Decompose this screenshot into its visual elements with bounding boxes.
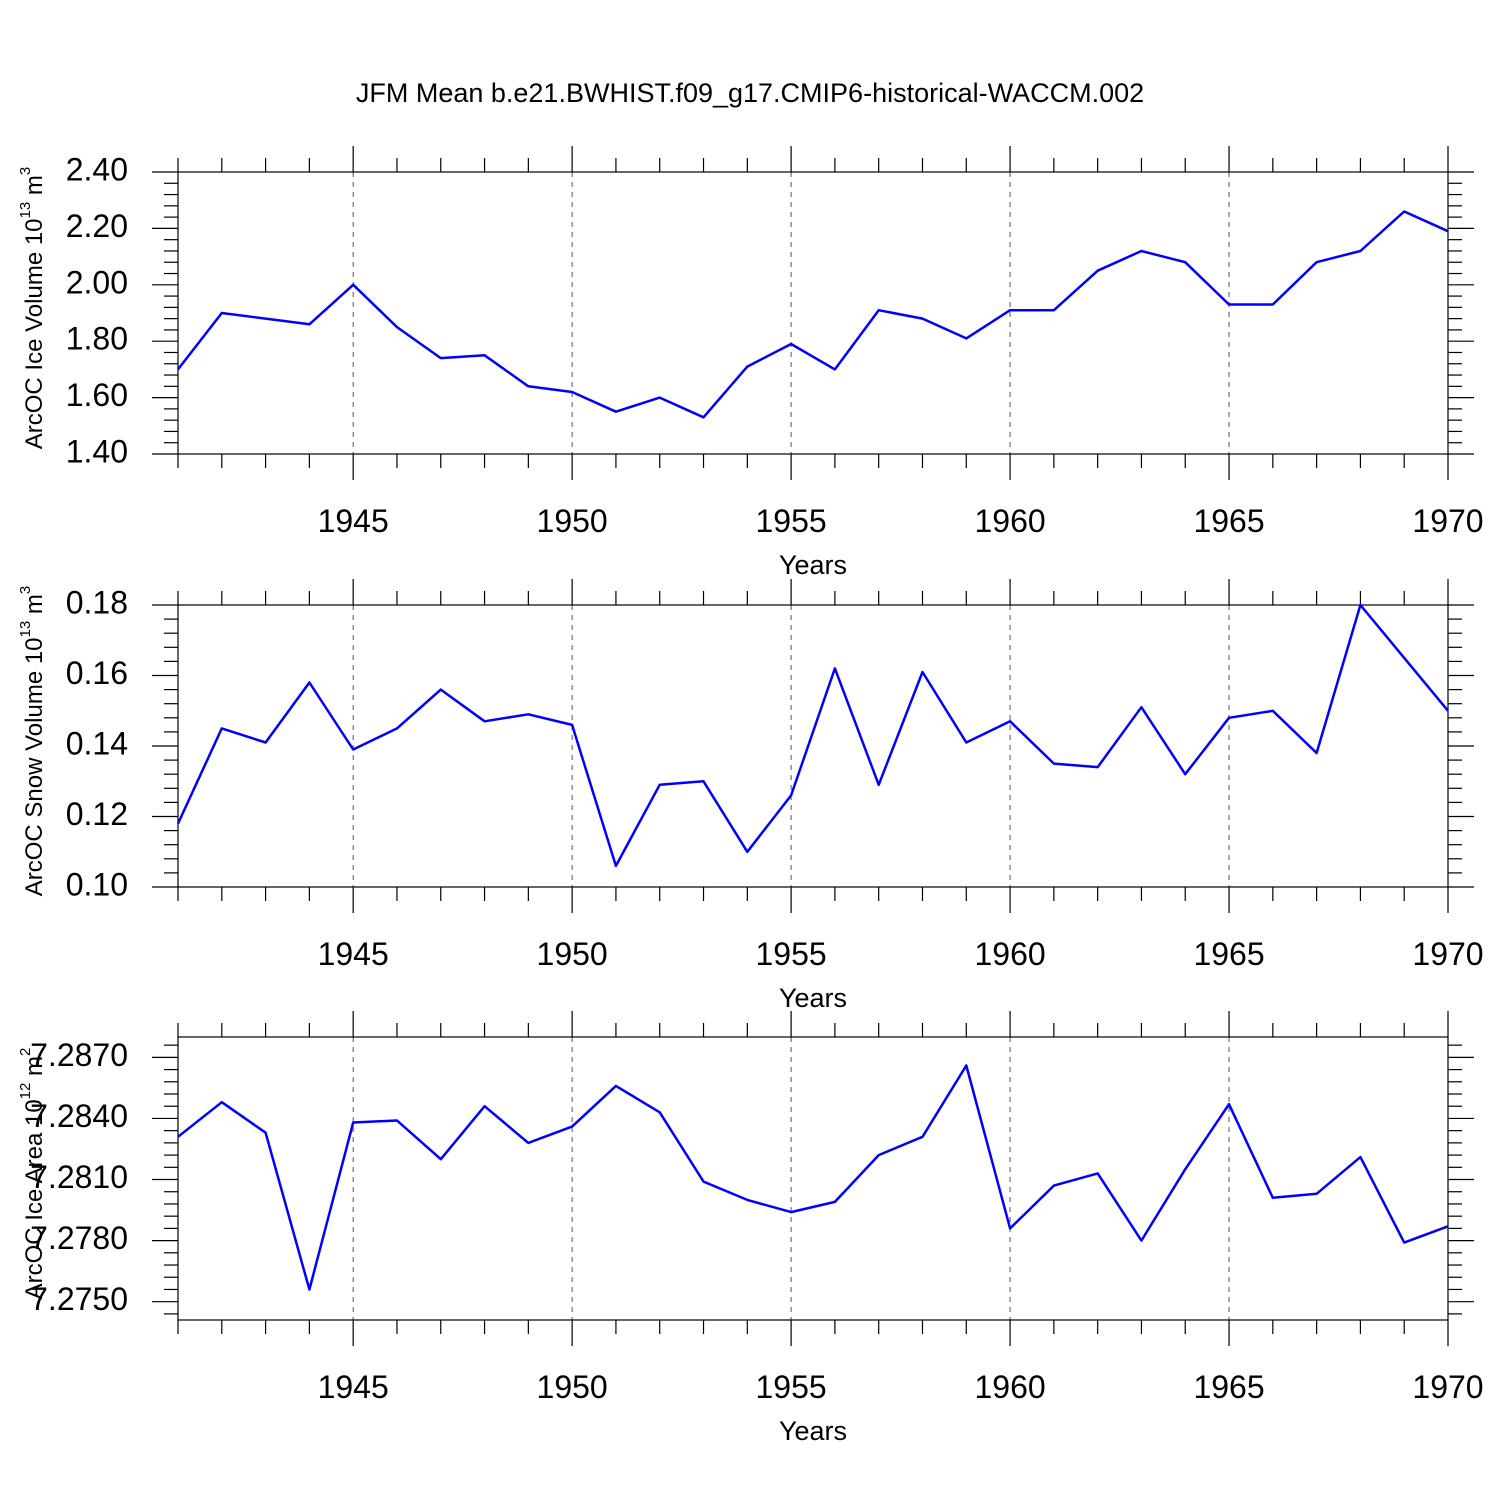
y-tick-label: 0.18	[66, 584, 128, 620]
y-tick-label: 7.2840	[30, 1098, 128, 1134]
x-tick-label: 1945	[318, 503, 389, 539]
y-tick-label: 7.2810	[30, 1159, 128, 1195]
x-tick-label: 1970	[1412, 936, 1483, 972]
chart-panel-1: 1.40 1.60 1.80 2.00 2.20 2.40 1945 1950 1955 1960…	[17, 146, 1484, 580]
plot-frame	[177, 171, 1449, 455]
plot-frame	[177, 604, 1449, 888]
x-tick-label: 1960	[974, 1369, 1045, 1405]
x-tick-label: 1970	[1412, 1369, 1483, 1405]
x-tick-label: 1960	[974, 936, 1045, 972]
x-axis-label: Years	[779, 550, 847, 580]
x-tick-label: 1955	[756, 936, 827, 972]
series-line	[176, 603, 1449, 868]
y-axis-label: ArcOC Ice Volume 1013 m3	[17, 167, 48, 449]
y-tick-label: 2.00	[66, 264, 128, 300]
y-axis-label: ArcOC Ice Area 1012 m2	[17, 1048, 48, 1300]
x-tick-label: 1950	[537, 503, 608, 539]
x-tick-label: 1955	[756, 1369, 827, 1405]
y-tick-label: 0.16	[66, 655, 128, 691]
y-tick-label: 0.12	[66, 796, 128, 832]
chart-panel-3: 7.2750 7.2780 7.2810 7.2840 7.2870 1945 1950 19…	[17, 1011, 1484, 1446]
y-tick-label: 7.2870	[30, 1037, 128, 1073]
y-tick-label: 0.14	[66, 725, 128, 761]
y-tick-label: 0.10	[66, 866, 128, 902]
figure-title: JFM Mean b.e21.BWHIST.f09_g17.CMIP6-hist…	[355, 78, 1145, 108]
y-tick-label: 7.2750	[30, 1281, 128, 1317]
x-tick-label: 1955	[756, 503, 827, 539]
series-line	[177, 210, 1449, 419]
x-tick-label: 1950	[537, 936, 608, 972]
x-tick-label: 1965	[1193, 936, 1264, 972]
x-axis-label: Years	[779, 983, 847, 1013]
x-tick-label: 1970	[1412, 503, 1483, 539]
series-line	[177, 1064, 1449, 1291]
x-tick-label: 1965	[1193, 1369, 1264, 1405]
y-axis-label: ArcOC Snow Volume 1013 m3	[17, 586, 48, 897]
y-tick-label: 2.40	[66, 151, 128, 187]
y-tick-label: 1.80	[66, 321, 128, 357]
y-tick-label: 1.40	[66, 433, 128, 469]
x-tick-label: 1950	[537, 1369, 608, 1405]
y-tick-label: 2.20	[66, 208, 128, 244]
plot-frame	[177, 1036, 1449, 1321]
chart-panel-2: 0.10 0.12 0.14 0.16 0.18 1945 1950 1955 1960 1965…	[17, 579, 1484, 1013]
y-tick-label: 7.2780	[30, 1220, 128, 1256]
x-tick-label: 1965	[1193, 503, 1264, 539]
x-tick-label: 1945	[318, 936, 389, 972]
x-tick-label: 1960	[974, 503, 1045, 539]
x-tick-label: 1945	[318, 1369, 389, 1405]
x-axis-label: Years	[779, 1416, 847, 1446]
y-tick-label: 1.60	[66, 377, 128, 413]
